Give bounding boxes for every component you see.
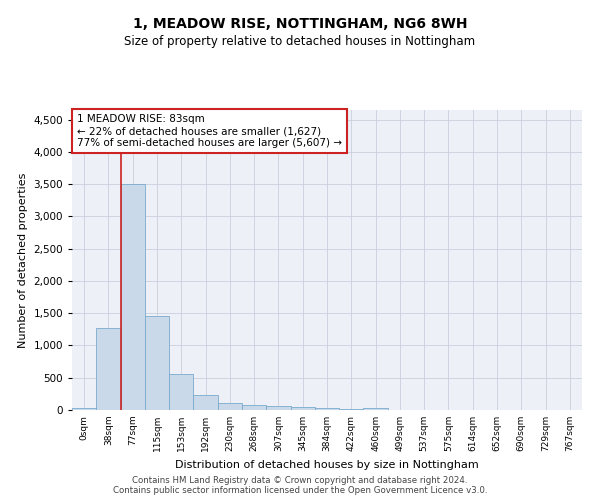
Text: Contains HM Land Registry data © Crown copyright and database right 2024.
Contai: Contains HM Land Registry data © Crown c… xyxy=(113,476,487,495)
Text: 1 MEADOW RISE: 83sqm
← 22% of detached houses are smaller (1,627)
77% of semi-de: 1 MEADOW RISE: 83sqm ← 22% of detached h… xyxy=(77,114,342,148)
Bar xyxy=(145,316,169,410)
Bar xyxy=(96,328,121,410)
Bar xyxy=(218,402,242,410)
X-axis label: Distribution of detached houses by size in Nottingham: Distribution of detached houses by size … xyxy=(175,460,479,469)
Bar xyxy=(193,395,218,410)
Bar xyxy=(242,404,266,410)
Bar xyxy=(364,408,388,410)
Bar xyxy=(266,406,290,410)
Bar xyxy=(169,374,193,410)
Bar xyxy=(315,408,339,410)
Bar xyxy=(121,184,145,410)
Text: Size of property relative to detached houses in Nottingham: Size of property relative to detached ho… xyxy=(124,35,476,48)
Bar xyxy=(290,407,315,410)
Bar xyxy=(72,408,96,410)
Text: 1, MEADOW RISE, NOTTINGHAM, NG6 8WH: 1, MEADOW RISE, NOTTINGHAM, NG6 8WH xyxy=(133,18,467,32)
Y-axis label: Number of detached properties: Number of detached properties xyxy=(18,172,28,348)
